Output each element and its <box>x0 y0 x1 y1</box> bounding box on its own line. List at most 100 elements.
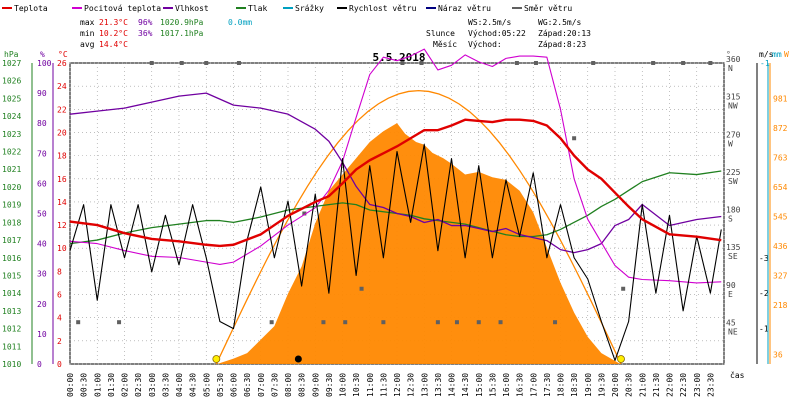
tick-label-solar: 36 <box>773 350 783 359</box>
chart-date-title: 5.5.2018 <box>373 51 426 64</box>
x-tick-label: 22:30 <box>679 373 688 397</box>
stats-max-press: 1020.9hPa <box>160 18 204 27</box>
legend-pressure: Tlak <box>248 4 267 13</box>
tick-label-direction: 45 <box>726 318 736 327</box>
tick-label-direction: 90 <box>726 281 736 290</box>
x-tick-label: 08:30 <box>298 373 307 397</box>
moonrise-time: Východ: <box>468 40 502 49</box>
x-tick-label: 05:30 <box>216 373 225 397</box>
sunset-time: Západ:20:13 <box>538 29 591 38</box>
tick-label-pct: 80 <box>37 119 47 128</box>
tick-label-direction: 180 <box>726 206 741 215</box>
x-tick-label: 15:30 <box>488 373 497 397</box>
tick-label-solar: 545 <box>773 212 788 221</box>
legend-feels: Pocitová teplota <box>84 4 161 13</box>
tick-label-pct: 100 <box>37 59 52 68</box>
x-tick-label: 06:30 <box>243 373 252 397</box>
x-tick-label: 04:00 <box>175 373 184 397</box>
tick-label-hpa: 1015 <box>2 271 21 280</box>
tick-label-wind: -3 <box>759 254 769 263</box>
tick-label-direction: 315 <box>726 93 741 102</box>
clear-sky-curve <box>215 89 622 365</box>
legend-temp: Teplota <box>14 4 48 13</box>
tick-label-rain: -1 <box>760 59 770 68</box>
series-temperature <box>69 118 722 248</box>
x-tick-label: 07:30 <box>270 373 279 397</box>
tick-label-direction-name: SE <box>728 252 738 261</box>
tick-label-solar: 218 <box>773 301 788 310</box>
x-tick-label: 10:30 <box>352 373 361 397</box>
axis-unit-pct: % <box>40 50 45 59</box>
legend-wind: Rychlost větru <box>349 4 417 13</box>
x-tick-label: 16:00 <box>502 373 511 397</box>
x-tick-label: 12:00 <box>393 373 402 397</box>
tick-label-hpa: 1016 <box>2 254 21 263</box>
tick-label-pct: 50 <box>37 210 47 219</box>
stats-min-hum: 36% <box>138 29 153 38</box>
stats-max-rain: 0.0mm <box>228 18 252 27</box>
tick-label-hpa: 1027 <box>2 59 21 68</box>
tick-label-hpa: 1024 <box>2 112 21 121</box>
x-tick-label: 03:30 <box>161 373 170 397</box>
x-tick-label: 12:30 <box>407 373 416 397</box>
x-tick-label: 09:30 <box>325 373 334 397</box>
x-tick-label: 18:30 <box>570 373 579 397</box>
stats-max-label: max <box>80 18 95 27</box>
direction-point <box>681 61 686 65</box>
axis-unit-deg: ° <box>726 50 731 59</box>
tick-label-solar: 654 <box>773 183 788 192</box>
stats-avg-temp: 14.4°C <box>99 40 128 49</box>
x-tick-label: 08:00 <box>284 373 293 397</box>
tick-label-pct: 30 <box>37 270 47 279</box>
x-tick-label: 02:30 <box>134 373 143 397</box>
tick-label-direction: 270 <box>726 130 741 139</box>
tick-label-pct: 20 <box>37 300 47 309</box>
x-tick-label: 00:30 <box>80 373 89 397</box>
tick-label-hpa: 1012 <box>2 325 21 334</box>
axis-unit-time: čas <box>730 370 745 380</box>
tick-label-degc: 16 <box>57 175 67 184</box>
axis-unit-hpa: hPa <box>4 50 19 59</box>
tick-label-degc: 10 <box>57 244 67 253</box>
tick-label-direction: 135 <box>726 243 741 252</box>
sunrise-time: Východ:05:22 <box>468 29 526 38</box>
x-tick-label: 13:00 <box>420 373 429 397</box>
tick-label-degc: 6 <box>57 291 62 300</box>
direction-point <box>359 286 364 291</box>
tick-label-wind: -1 <box>759 325 769 334</box>
x-tick-label: 13:30 <box>434 373 443 397</box>
sun-label: Slunce <box>426 29 455 38</box>
x-tick-label: 21:00 <box>638 373 647 397</box>
direction-point <box>117 320 122 325</box>
direction-point <box>591 61 596 65</box>
tick-label-degc: 18 <box>57 152 67 161</box>
tick-label-degc: 0 <box>57 360 62 369</box>
direction-point <box>533 61 538 65</box>
tick-label-wind: -2 <box>759 289 769 298</box>
stats-max-hum: 96% <box>138 18 153 27</box>
x-tick-label: 11:30 <box>379 373 388 397</box>
tick-label-direction-name: N <box>728 64 733 73</box>
tick-label-direction: 225 <box>726 168 741 177</box>
axis-unit-ms: m/s <box>759 50 774 59</box>
direction-point <box>708 61 713 65</box>
tick-label-direction-name: NE <box>728 327 738 336</box>
x-tick-label: 23:00 <box>693 373 702 397</box>
tick-label-hpa: 1023 <box>2 130 21 139</box>
x-tick-label: 18:00 <box>557 373 566 397</box>
x-tick-label: 03:00 <box>148 373 157 397</box>
direction-point <box>400 61 405 65</box>
x-tick-label: 14:00 <box>448 373 457 397</box>
x-tick-label: 09:00 <box>311 373 320 397</box>
direction-point <box>321 320 326 325</box>
tick-label-hpa: 1013 <box>2 307 21 316</box>
axis-unit-w: W <box>784 50 789 59</box>
tick-label-degc: 2 <box>57 337 62 346</box>
tick-label-solar: 763 <box>773 153 788 162</box>
tick-label-pct: 10 <box>37 330 47 339</box>
tick-label-degc: 14 <box>57 198 67 207</box>
series-pressure <box>69 170 722 245</box>
tick-label-pct: 60 <box>37 179 47 188</box>
